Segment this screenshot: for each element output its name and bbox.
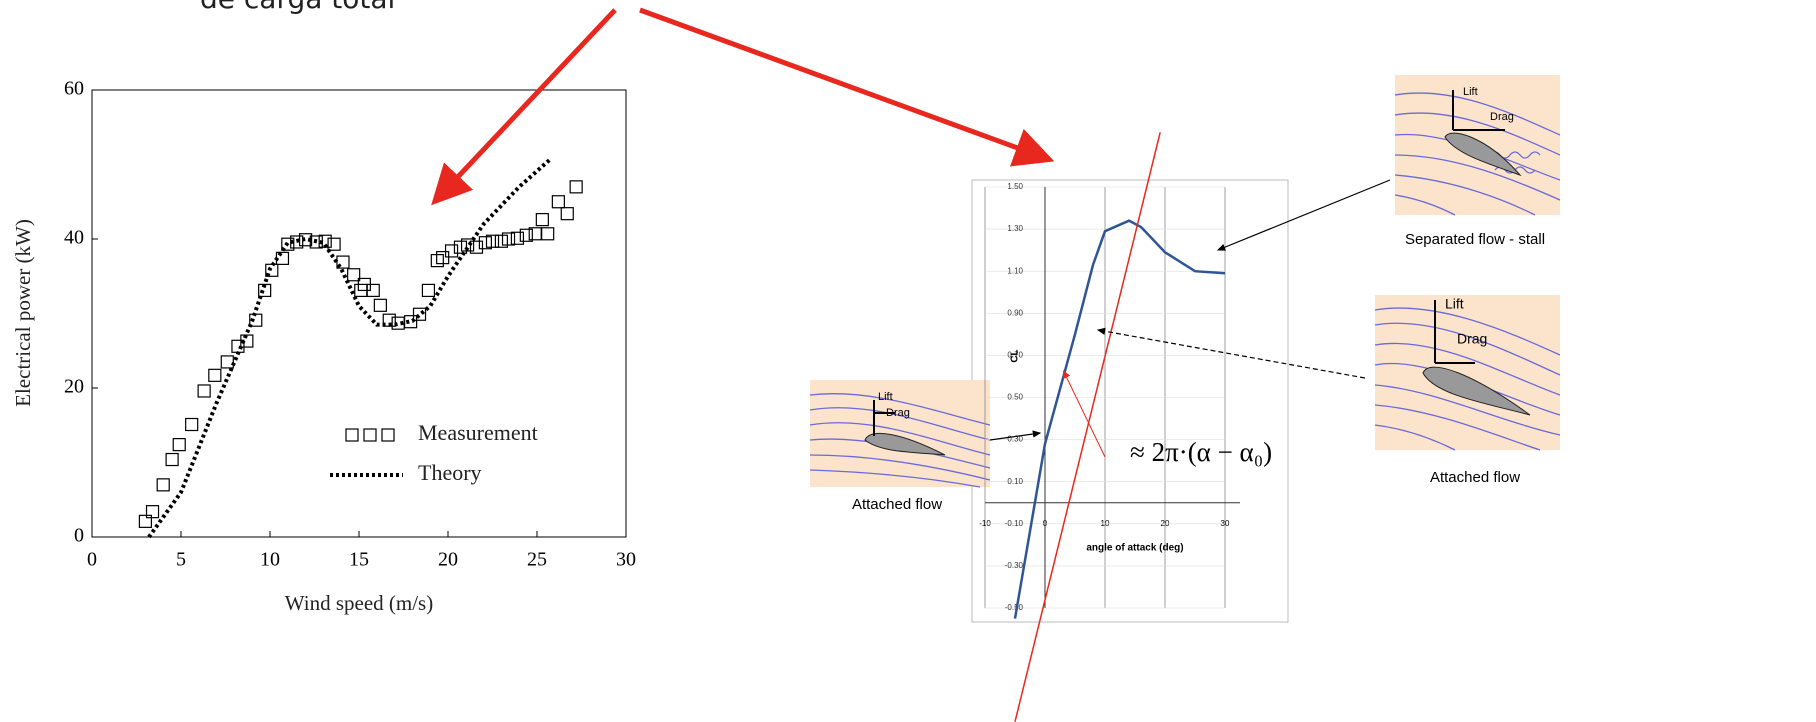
annotation: ≈ 2π·(α − α₀) (1130, 437, 1272, 467)
y-tick-label: 1.30 (1007, 224, 1023, 233)
y-tick-label: 0.10 (1007, 477, 1023, 486)
lift-label: Lift (878, 391, 893, 403)
drag-label: Drag (1490, 111, 1514, 123)
inset: Lift Drag (1375, 295, 1560, 450)
drag-label: Drag (886, 407, 910, 419)
x-tick-label: 5 (176, 549, 186, 571)
y-tick-label: 0.90 (1007, 308, 1023, 317)
inset: Lift Drag (1395, 75, 1560, 215)
x-tick-label: 30 (1221, 519, 1230, 528)
inset: Lift Drag (810, 380, 990, 487)
legend-label: Measurement (418, 420, 538, 445)
lift-label: Lift (1463, 86, 1478, 98)
y-tick-label: -0.30 (1005, 561, 1024, 570)
x-tick-label: 25 (527, 549, 547, 571)
x-tick-label: 10 (1101, 519, 1110, 528)
x-tick-label: -10 (979, 519, 991, 528)
legend-label: Theory (418, 460, 482, 485)
x-tick-label: 20 (1161, 519, 1170, 528)
lift-label: Lift (1445, 296, 1464, 312)
x-tick-label: 20 (438, 549, 458, 571)
y-tick-label: 1.10 (1007, 266, 1023, 275)
y-axis-label: CL (1010, 349, 1021, 362)
y-tick-label: 0.50 (1007, 393, 1023, 402)
drag-label: Drag (1457, 331, 1487, 347)
header-text: de carga total (200, 0, 395, 15)
x-axis-label: Wind speed (m/s) (285, 591, 433, 615)
y-tick-label: 0 (74, 525, 84, 547)
x-axis-label: angle of attack (deg) (1086, 542, 1183, 553)
x-tick-label: 0 (87, 549, 97, 571)
y-tick-label: -0.10 (1005, 519, 1024, 528)
x-tick-label: 15 (349, 549, 369, 571)
x-tick-label: 10 (260, 549, 280, 571)
inset-caption: Separated flow - stall (1405, 231, 1545, 248)
y-tick-label: -0.50 (1005, 603, 1024, 612)
inset-caption: Attached flow (852, 496, 942, 513)
y-tick-label: 1.50 (1007, 182, 1023, 191)
y-tick-label: 40 (64, 227, 84, 249)
inset-caption: Attached flow (1430, 469, 1520, 486)
y-tick-label: 60 (64, 78, 84, 100)
slide: de carga total Lift Drag Attached flow L… (0, 0, 1816, 722)
y-tick-label: 20 (64, 376, 84, 398)
y-axis-label: Electrical power (kW) (11, 219, 35, 407)
x-tick-label: 30 (616, 549, 636, 571)
